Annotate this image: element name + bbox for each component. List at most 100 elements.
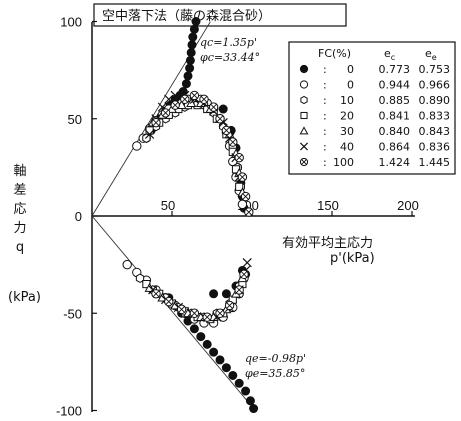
series-6-point-8	[221, 125, 232, 136]
series-5-point-0	[144, 129, 155, 139]
series-5-point-0-stroke-b	[144, 129, 155, 139]
series-3-point-0-shape	[145, 126, 154, 135]
series-0-point-4	[186, 48, 196, 58]
legend-header-ee-sub: e	[432, 53, 437, 62]
extension-line-label: qe=-0.98p'	[245, 352, 306, 365]
series-0-point-3-shape	[187, 40, 197, 50]
legend-row-0-fc: 0	[347, 63, 354, 76]
series-0-point-37-shape	[241, 386, 251, 396]
series-0-point-35	[228, 370, 238, 380]
legend-row-3-ec: 0.841	[379, 110, 411, 123]
series-2-point-12-shape	[135, 273, 145, 284]
legend-row-1-marker-shape	[299, 80, 309, 89]
legend-row-2-marker-shape	[300, 95, 308, 105]
legend-row-1-colon: :	[323, 79, 327, 92]
series-6-point-4	[189, 90, 200, 101]
series-6-point-0-stroke-b	[152, 119, 160, 126]
series-0-point-36-shape	[234, 378, 244, 388]
series-0-point-8	[181, 79, 191, 89]
series-5-point-4	[170, 90, 180, 101]
y-axis-label-char-1: 差	[13, 183, 26, 198]
series-6-point-16	[176, 304, 187, 315]
legend-row-0-marker	[299, 64, 309, 74]
series-6-point-15	[164, 296, 174, 307]
series-0-point-29	[189, 324, 199, 334]
series-6-point-11-stroke-b	[239, 173, 246, 181]
series-6-point-2	[170, 100, 180, 110]
y-tick-label-0: 0	[75, 209, 82, 224]
legend-row-3-colon: :	[323, 110, 327, 123]
x-tick-label-200: 200	[397, 198, 419, 213]
series-6-point-15-stroke-b	[165, 298, 173, 305]
series-6-point-20	[224, 300, 235, 311]
series-0-point-7	[183, 71, 193, 81]
legend-row-5-fc: 40	[340, 141, 354, 154]
series-6-point-22-stroke-b	[240, 271, 248, 278]
legend-row-6-colon: :	[323, 156, 327, 169]
series-5-point-9-stroke-b	[218, 118, 228, 128]
series-6-point-17	[189, 308, 200, 318]
legend-row-4: :30 0.840 0.843	[299, 125, 451, 138]
legend-row-2: :10 0.885 0.890	[300, 94, 450, 107]
series-3-point-11	[235, 182, 244, 191]
series-6-point-2-stroke-b	[171, 101, 179, 109]
x-axis-label-line2: p'(kPa)	[330, 251, 375, 266]
series-6-point-14	[151, 289, 161, 299]
legend-row-5-marker	[299, 142, 309, 151]
series-5-point-10-stroke-b	[224, 133, 235, 143]
legend-box	[288, 41, 456, 175]
data-points	[122, 17, 259, 414]
series-6-point-14-stroke-b	[152, 290, 160, 298]
series-6-point-18-stroke-b	[203, 313, 211, 321]
legend-row-6-fc: 100	[333, 156, 354, 169]
compression-line-label: qc=1.35p'	[200, 36, 257, 49]
legend-row-3-fc: 20	[340, 110, 354, 123]
x-tick-label-50: 50	[161, 198, 175, 213]
legend-header-ec-base: e	[384, 47, 391, 60]
series-6-point-1-stroke-b	[162, 109, 169, 117]
y-axis-label-char-3: 力	[13, 221, 26, 236]
series-6-point-21	[234, 285, 244, 295]
legend-row-5: :40 0.864 0.836	[299, 141, 451, 154]
legend-row-4-marker	[299, 126, 309, 135]
series-1-point-19-shape	[237, 199, 248, 210]
legend-row-2-colon: :	[323, 94, 327, 107]
series-0-point-31-shape	[202, 339, 212, 349]
series-2-point-12	[135, 273, 145, 284]
series-0-point-41-shape	[221, 289, 231, 299]
legend-row-2-marker	[300, 95, 308, 105]
y-axis-label-char-4: q	[16, 240, 24, 255]
legend-row-1-fc: 0	[347, 79, 354, 92]
series-5-point-13-stroke-b	[148, 285, 158, 295]
series-0-point-36	[234, 378, 244, 388]
compression-angle-label: φc=33.44°	[200, 51, 260, 64]
series-6-point-18	[202, 312, 212, 322]
series-6-point-21-stroke-b	[235, 286, 243, 294]
legend-row-0-marker-shape	[299, 64, 309, 74]
legend-row-6-ee: 1.445	[419, 156, 451, 169]
y-tick-label--100: -100	[56, 404, 82, 419]
legend-row-1-ee: 0.966	[419, 79, 451, 92]
series-6-point-1	[160, 108, 171, 118]
legend-row-5-ee: 0.836	[419, 141, 451, 154]
series-0-point-2	[188, 32, 198, 42]
series-6-point-12-stroke-b	[242, 193, 249, 200]
y-axis-unit: (kPa)	[8, 290, 41, 305]
legend-header-ee-base: e	[425, 47, 432, 60]
series-6-point-22	[239, 269, 249, 280]
legend-row-4-fc: 30	[340, 125, 354, 138]
series-5-point-4-stroke-b	[170, 90, 180, 101]
legend-row-6-ec: 1.424	[379, 156, 411, 169]
series-6-point-9	[228, 137, 238, 147]
legend-row-4-colon: :	[323, 125, 327, 138]
series-0-point-18-shape	[218, 104, 228, 114]
series-0-point-35-shape	[228, 370, 238, 380]
legend-row-0-ee: 0.753	[419, 63, 451, 76]
extension-angle-label: φe=35.85°	[245, 367, 305, 380]
legend-row-4-ee: 0.843	[419, 125, 451, 138]
series-0-point-29-shape	[189, 324, 199, 334]
series-6-point-3-stroke-b	[181, 96, 189, 103]
series-0-point-33-shape	[215, 355, 225, 365]
